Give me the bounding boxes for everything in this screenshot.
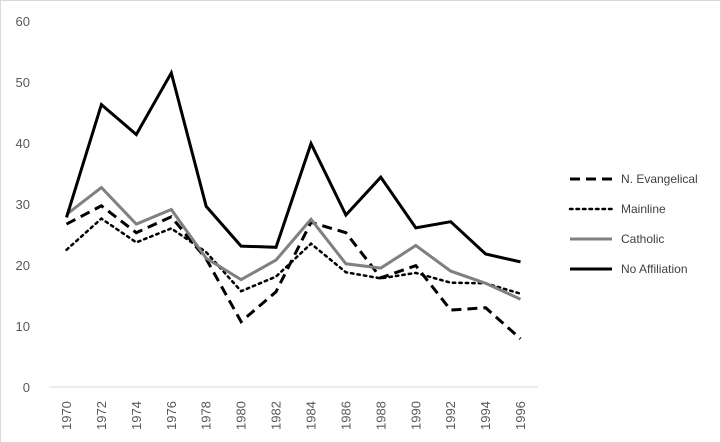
- x-tick-label: 1982: [269, 401, 284, 430]
- legend-label-n-evangelical: N. Evangelical: [621, 172, 698, 186]
- x-tick-label: 1992: [443, 401, 458, 430]
- legend-label-no-affiliation: No Affiliation: [621, 262, 688, 276]
- y-tick-label: 10: [16, 319, 30, 334]
- x-tick-label: 1984: [304, 401, 319, 430]
- legend: N. Evangelical Mainline Catholic No Affilia…: [568, 172, 698, 276]
- x-tick-label: 1980: [234, 401, 249, 430]
- series-line-catholic: [65, 185, 522, 301]
- x-tick-label: 1972: [94, 401, 109, 430]
- x-tick-label: 1970: [59, 401, 74, 430]
- x-tick-label: 1988: [373, 401, 388, 430]
- y-tick-label: 0: [23, 380, 30, 395]
- x-axis-tick-labels: 1970 1972 1974 1976 1978 1980 1982 1984 1986 1988…: [59, 401, 528, 430]
- x-tick-label: 1996: [513, 401, 528, 430]
- x-tick-label: 1974: [129, 401, 144, 430]
- series-line-no-affiliation: [65, 68, 521, 264]
- x-tick-label: 1990: [408, 401, 423, 430]
- legend-label-mainline: Mainline: [621, 202, 666, 216]
- y-tick-label: 50: [16, 75, 30, 90]
- series-lines: [65, 68, 522, 340]
- y-tick-label: 20: [16, 258, 30, 273]
- x-tick-label: 1986: [338, 401, 353, 430]
- y-tick-label: 30: [16, 197, 30, 212]
- x-tick-label: 1978: [199, 401, 214, 430]
- legend-label-catholic: Catholic: [621, 232, 664, 246]
- y-axis-tick-labels: 0 10 20 30 40 50 60: [16, 14, 30, 395]
- x-tick-label: 1976: [164, 401, 179, 430]
- series-line-n-evangelical: [65, 204, 522, 340]
- y-tick-label: 60: [16, 14, 30, 29]
- x-tick-label: 1994: [478, 401, 493, 430]
- y-tick-label: 40: [16, 136, 30, 151]
- series-line-mainline: [65, 217, 522, 295]
